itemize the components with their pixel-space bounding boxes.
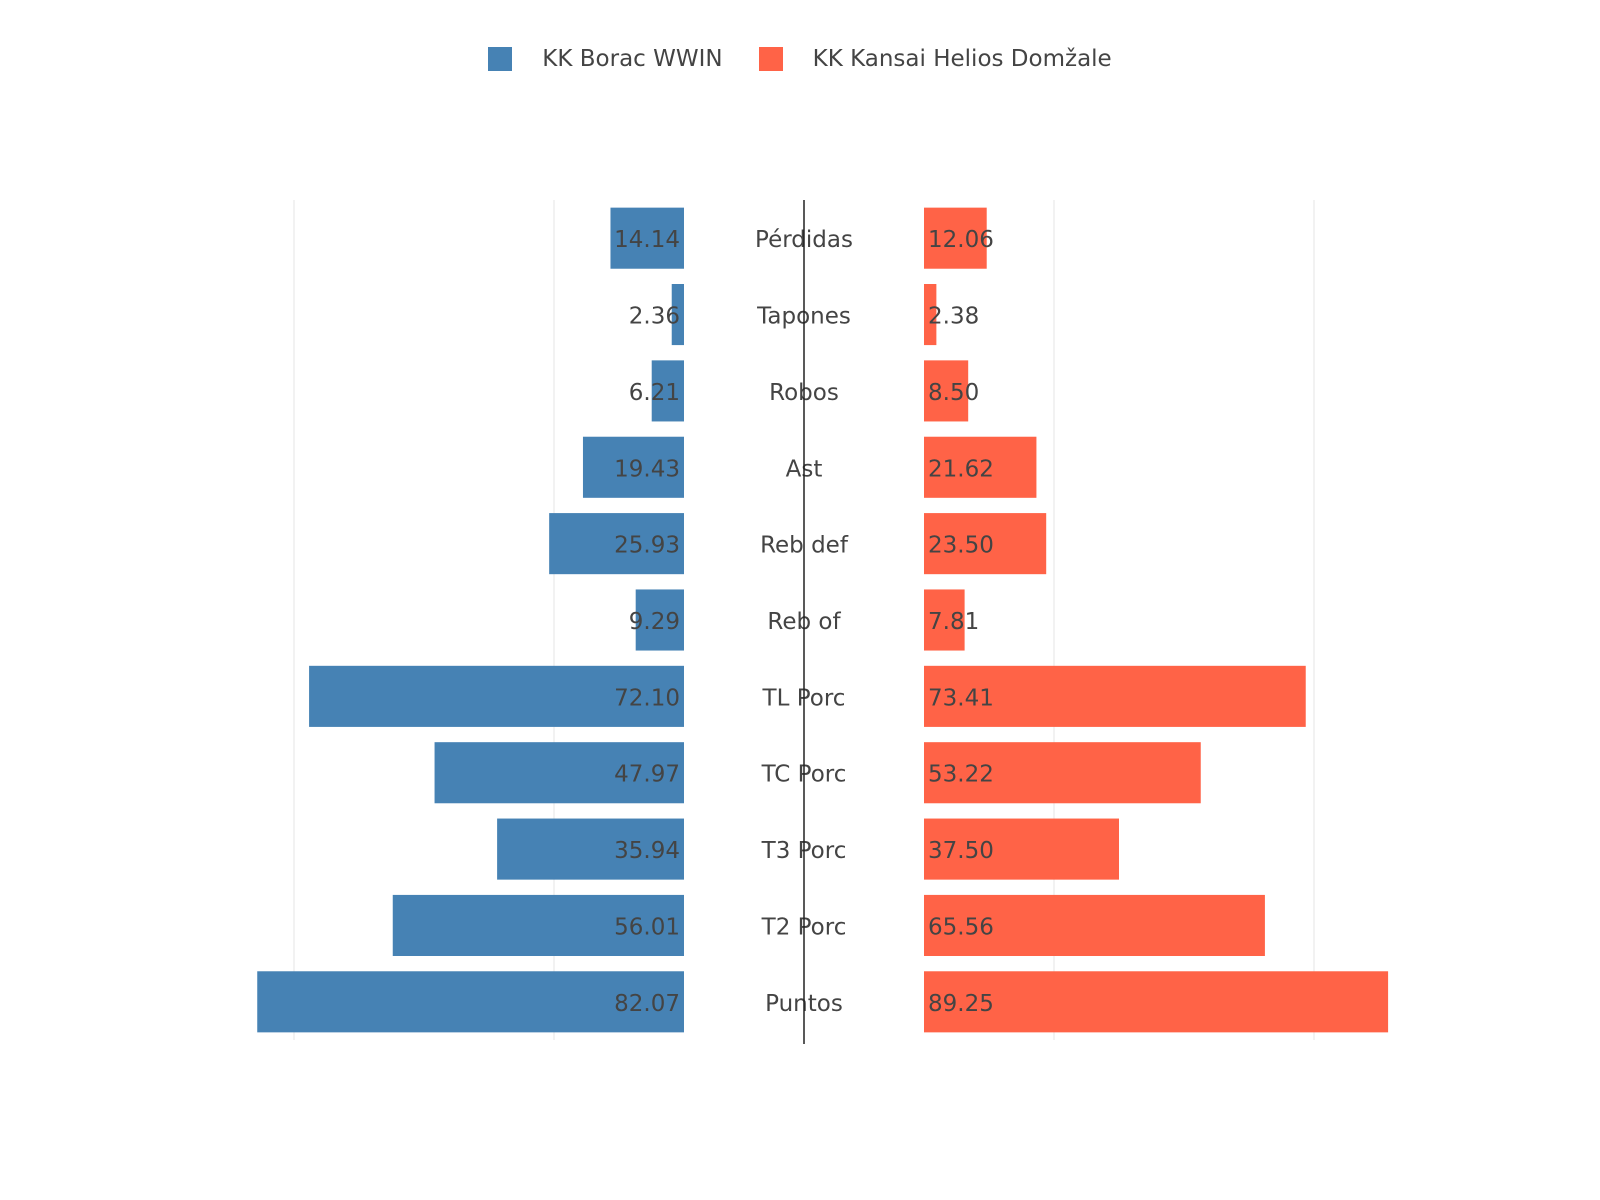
legend-item-series-0[interactable]: KK Borac WWIN <box>488 46 723 72</box>
bar-left-tapones[interactable] <box>671 284 684 346</box>
bar-left-robos[interactable] <box>651 360 684 422</box>
bar-left-reb-of[interactable] <box>635 589 684 651</box>
data-label-right: 21.62 <box>928 456 994 482</box>
legend: KK Borac WWIN KK Kansai Helios Domžale <box>0 46 1600 72</box>
data-label-left: 25.93 <box>614 533 680 559</box>
bar-right-robos[interactable] <box>924 360 969 422</box>
bar-right-t3-porc[interactable] <box>924 818 1119 880</box>
data-label-left: 72.10 <box>614 685 680 711</box>
data-label-left: 14.14 <box>614 227 680 253</box>
bar-right-tapones[interactable] <box>924 284 937 346</box>
bar-left-t3-porc[interactable] <box>497 818 684 880</box>
data-label-right: 12.06 <box>928 227 994 253</box>
bar-right-reb-def[interactable] <box>924 513 1047 575</box>
data-label-left: 19.43 <box>614 456 680 482</box>
data-label-left: 2.36 <box>629 304 680 330</box>
data-label-right: 73.41 <box>928 685 994 711</box>
bar-right-tc-porc[interactable] <box>924 742 1201 804</box>
bar-left-tc-porc[interactable] <box>434 742 684 804</box>
bar-right-puntos[interactable] <box>924 971 1389 1033</box>
bar-left-p-rdidas[interactable] <box>610 207 684 269</box>
data-label-right: 8.50 <box>928 380 979 406</box>
data-label-right: 37.50 <box>928 838 994 864</box>
data-label-left: 56.01 <box>614 914 680 940</box>
bar-left-ast[interactable] <box>582 436 684 498</box>
data-label-left: 9.29 <box>629 609 680 635</box>
data-label-right: 7.81 <box>928 609 979 635</box>
bar-right-tl-porc[interactable] <box>924 665 1306 727</box>
data-label-left: 35.94 <box>614 838 680 864</box>
legend-swatch <box>488 47 513 71</box>
bar-left-tl-porc[interactable] <box>309 665 684 727</box>
data-label-left: 82.07 <box>614 991 680 1017</box>
bar-right-p-rdidas[interactable] <box>924 207 987 269</box>
data-label-right: 2.38 <box>928 304 979 330</box>
data-label-left: 6.21 <box>629 380 680 406</box>
bar-left-t2-porc[interactable] <box>392 894 684 956</box>
legend-swatch <box>758 47 783 71</box>
bar-right-reb-of[interactable] <box>924 589 965 651</box>
data-label-right: 53.22 <box>928 762 994 788</box>
bar-left-puntos[interactable] <box>257 971 684 1033</box>
bar-right-ast[interactable] <box>924 436 1037 498</box>
bar-right-t2-porc[interactable] <box>924 894 1265 956</box>
bar-left-reb-def[interactable] <box>549 513 684 575</box>
data-label-right: 89.25 <box>928 991 994 1017</box>
data-label-right: 23.50 <box>928 533 994 559</box>
data-label-right: 65.56 <box>928 914 994 940</box>
legend-item-series-1[interactable]: KK Kansai Helios Domžale <box>758 46 1112 72</box>
legend-label: KK Borac WWIN <box>542 46 723 72</box>
legend-label: KK Kansai Helios Domžale <box>812 46 1112 72</box>
data-label-left: 47.97 <box>614 762 680 788</box>
